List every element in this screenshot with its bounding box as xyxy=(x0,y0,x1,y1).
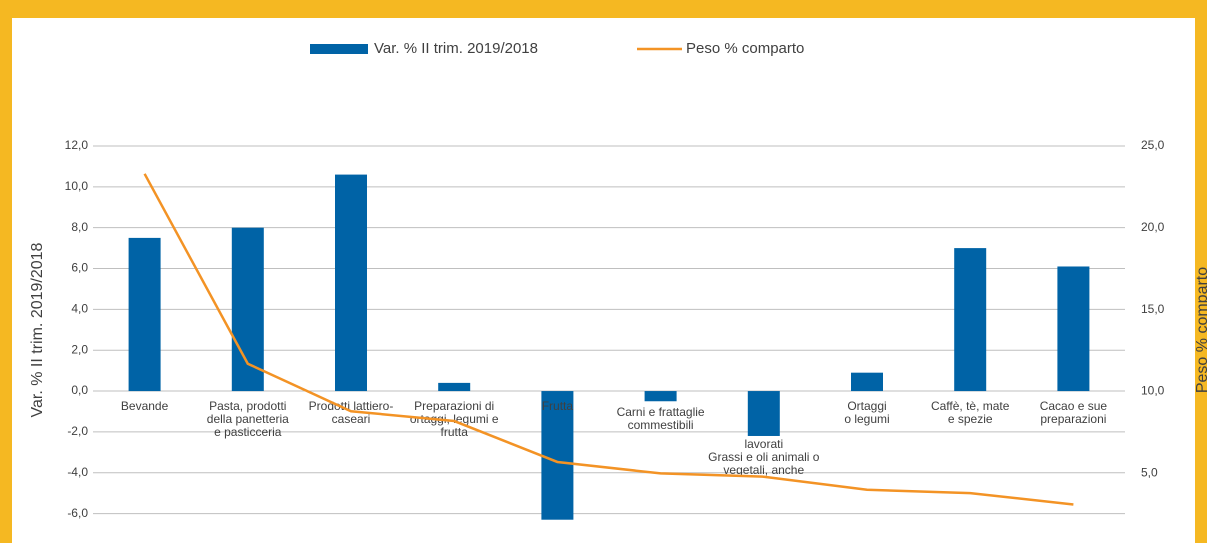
x-tick-label: o legumi xyxy=(844,412,889,426)
y2-tick-label: 15,0 xyxy=(1141,302,1165,316)
x-tick-label: ortaggi, legumi e xyxy=(410,412,499,426)
line xyxy=(143,173,1074,506)
y-tick-label: 10,0 xyxy=(65,179,89,193)
x-tick-label: e spezie xyxy=(948,412,993,426)
x-tick-label: Grassi e oli animali o xyxy=(708,450,820,464)
x-tick-label: Preparazioni di xyxy=(414,399,494,413)
bar xyxy=(851,372,883,392)
x-tick-label: Ortaggi xyxy=(847,399,886,413)
legend-label: Peso % comparto xyxy=(686,40,804,57)
bar xyxy=(231,227,264,392)
bar xyxy=(644,391,677,402)
x-tick-label: preparazioni xyxy=(1040,412,1106,426)
x-tick-label: e pasticceria xyxy=(214,425,282,439)
panel xyxy=(12,18,1195,543)
y2-axis-title: Peso % comparto xyxy=(1194,267,1207,393)
y-tick-label: 2,0 xyxy=(71,342,88,356)
y2-tick-label: 20,0 xyxy=(1141,220,1165,234)
x-tick-label: caseari xyxy=(332,412,371,426)
x-tick-label: Carni e frattaglie xyxy=(617,405,705,419)
x-tick-label: commestibili xyxy=(628,418,694,432)
y2-tick-label: 10,0 xyxy=(1141,384,1165,398)
x-tick-label: Cacao e sue xyxy=(1040,399,1108,413)
y-tick-label: -6,0 xyxy=(67,506,88,520)
y-tick-label: 12,0 xyxy=(65,138,89,152)
bar xyxy=(954,248,987,392)
x-tick-label: frutta xyxy=(441,425,469,439)
bar xyxy=(747,391,780,436)
y-axis-title: Var. % II trim. 2019/2018 xyxy=(29,242,46,417)
y-tick-label: 0,0 xyxy=(71,383,88,397)
bar xyxy=(438,382,471,392)
x-tick-label: Caffè, tè, mate xyxy=(931,399,1010,413)
x-tick-label: della panetteria xyxy=(207,412,289,426)
y2-tick-label: 25,0 xyxy=(1141,138,1165,152)
bar xyxy=(1057,266,1090,392)
legend-swatch xyxy=(310,44,368,54)
bar xyxy=(128,237,161,392)
x-tick-label: vegetali, anche xyxy=(723,463,804,477)
y-tick-label: 4,0 xyxy=(71,302,88,316)
legend-label: Var. % II trim. 2019/2018 xyxy=(374,40,538,57)
y-tick-label: -4,0 xyxy=(67,465,88,479)
bar xyxy=(541,391,574,520)
x-tick-label: lavorati xyxy=(744,437,783,451)
y-tick-label: 6,0 xyxy=(71,261,88,275)
x-tick-label: Pasta, prodotti xyxy=(209,399,286,413)
x-tick-label: Frutta xyxy=(542,399,574,413)
x-tick-label: Bevande xyxy=(121,399,169,413)
y-tick-label: -2,0 xyxy=(67,424,88,438)
y-tick-label: 8,0 xyxy=(71,220,88,234)
y2-tick-label: 5,0 xyxy=(1141,466,1158,480)
bar xyxy=(335,174,367,392)
